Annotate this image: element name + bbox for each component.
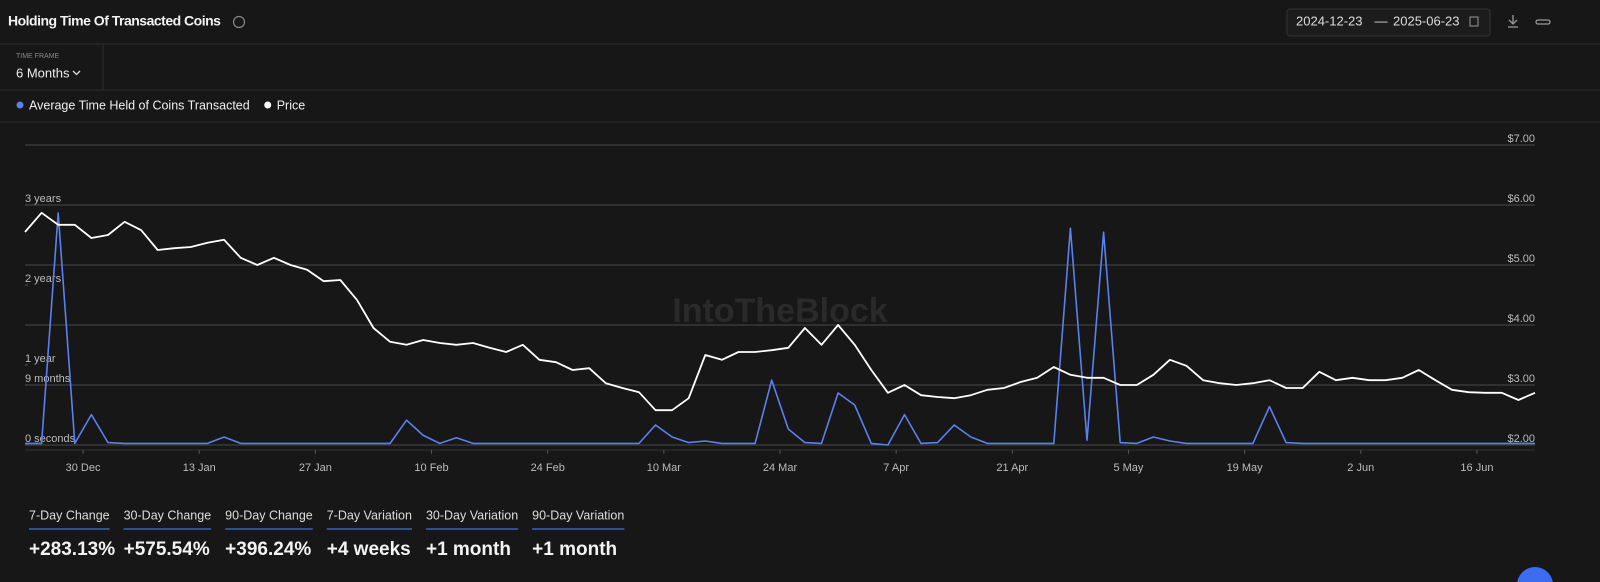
date-to: 2025-06-23 <box>1393 13 1460 28</box>
y-tick-label: 9 months <box>25 373 71 385</box>
timeframe-select[interactable]: 6 Months <box>16 65 70 80</box>
legend-swatch <box>264 101 272 109</box>
chat-button[interactable] <box>1517 567 1553 582</box>
watermark: IntoTheBlock <box>672 292 887 330</box>
x-tick-label: 10 Mar <box>647 462 682 474</box>
y-tick-label: 3 years <box>25 193 62 205</box>
stat-value: +283.13% <box>29 539 115 560</box>
y2-tick-label: $2.00 <box>1507 433 1535 445</box>
link-icon[interactable] <box>1535 19 1551 25</box>
x-tick-label: 21 Apr <box>996 462 1028 474</box>
calendar-icon <box>1469 16 1479 27</box>
download-icon[interactable] <box>1508 15 1518 28</box>
legend-entry: Price <box>277 98 306 112</box>
y2-tick-label: $7.00 <box>1507 133 1535 145</box>
x-tick-label: 10 Feb <box>414 462 448 474</box>
stat-label: 30-Day Variation <box>426 508 518 522</box>
x-tick-label: 27 Jan <box>299 462 332 474</box>
y-tick-label: 0 seconds <box>25 433 76 445</box>
y2-tick-label: $6.00 <box>1507 193 1535 205</box>
y2-tick-label: $4.00 <box>1507 313 1535 325</box>
series-line <box>24 211 1536 412</box>
x-tick-label: 7 Apr <box>883 462 909 474</box>
stat-label: 7-Day Variation <box>327 508 412 522</box>
legend-swatch <box>16 101 24 109</box>
stat-label: 30-Day Change <box>124 508 212 522</box>
date-sep: — <box>1375 13 1388 28</box>
x-tick-label: 19 May <box>1227 462 1264 474</box>
x-tick-label: 30 Dec <box>66 462 101 474</box>
x-tick-label: 24 Mar <box>763 462 798 474</box>
timeframe-label: TIME FRAME <box>16 53 59 60</box>
date-from: 2024-12-23 <box>1296 13 1363 28</box>
stat-value: +575.54% <box>124 539 210 560</box>
y2-tick-label: $5.00 <box>1507 253 1535 265</box>
stat-value: +4 weeks <box>327 539 411 560</box>
y-tick-label: 1 year <box>25 353 56 365</box>
stat-label: 90-Day Change <box>225 508 313 522</box>
stat-value: +1 month <box>532 539 617 560</box>
stat-label: 90-Day Variation <box>532 508 624 522</box>
x-tick-label: 13 Jan <box>183 462 216 474</box>
series-line <box>25 212 1535 446</box>
stat-label: 7-Day Change <box>29 508 110 522</box>
x-tick-label: 16 Jun <box>1460 462 1493 474</box>
legend-entry: Average Time Held of Coins Transacted <box>29 98 250 112</box>
help-icon[interactable] <box>232 15 246 29</box>
stat-value: +396.24% <box>225 539 311 560</box>
x-tick-label: 2 Jun <box>1347 462 1374 474</box>
date-range[interactable] <box>1286 8 1491 37</box>
stat-value: +1 month <box>426 539 511 560</box>
y-tick-label: 2 years <box>25 273 62 285</box>
x-tick-label: 5 May <box>1113 462 1143 474</box>
x-tick-label: 24 Feb <box>531 462 565 474</box>
y2-tick-label: $3.00 <box>1507 373 1535 385</box>
dropdown-caret <box>72 70 81 76</box>
page-title: Holding Time Of Transacted Coins <box>8 13 221 29</box>
